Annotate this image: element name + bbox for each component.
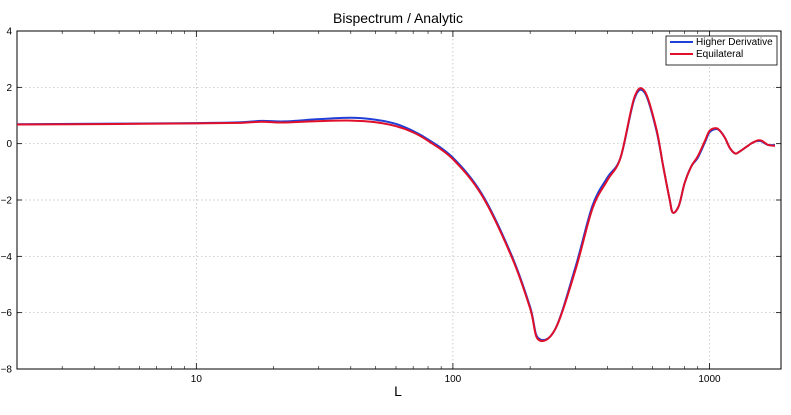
y-tick-label: −4 xyxy=(1,252,13,263)
series-line-equilateral xyxy=(16,87,776,342)
series-lines xyxy=(16,87,776,342)
legend-label: Higher Derivative xyxy=(696,37,773,48)
y-tick-label: 4 xyxy=(6,27,12,38)
chart-title: Bispectrum / Analytic xyxy=(333,10,463,26)
y-tick-label: −8 xyxy=(1,365,13,376)
x-tick-label: 100 xyxy=(445,374,462,385)
legend-label: Equilateral xyxy=(696,49,743,60)
y-tick-label: −6 xyxy=(1,308,13,319)
y-tick-label: 2 xyxy=(6,83,12,94)
x-axis-label: L xyxy=(394,383,402,399)
axis-ticks: −8 −6 −4 −2 0 2 4 10 100 1000 xyxy=(1,27,781,385)
legend-box xyxy=(665,35,778,66)
x-tick-label: 10 xyxy=(191,374,203,385)
grid xyxy=(17,31,781,369)
x-tick-label: 1000 xyxy=(698,374,721,385)
y-tick-label: 0 xyxy=(6,139,12,150)
y-tick-label: −2 xyxy=(1,196,13,207)
